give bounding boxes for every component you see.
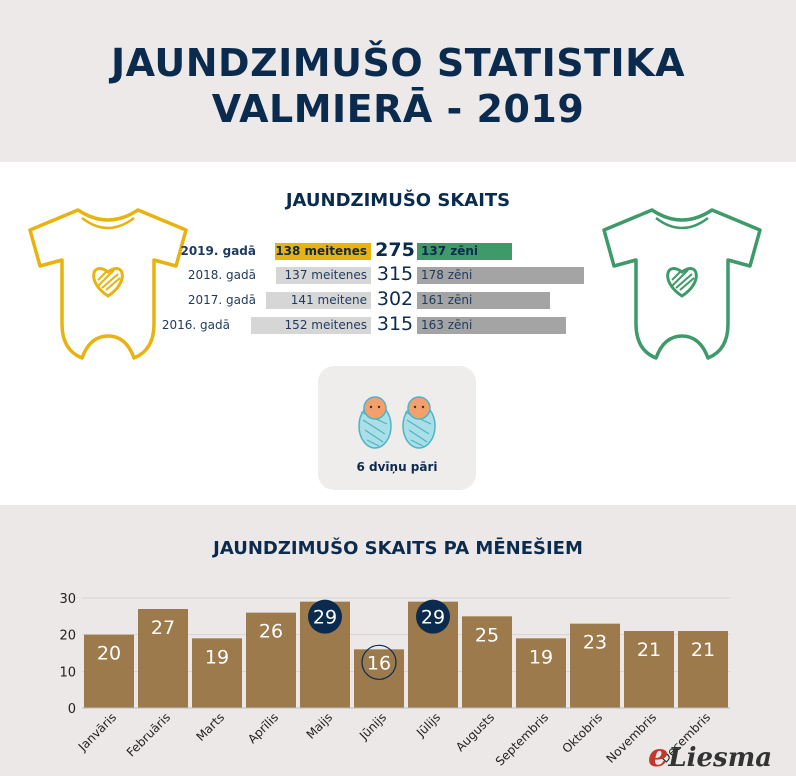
x-tick-label: Janvāris (75, 710, 119, 754)
bar (462, 616, 512, 708)
data-label: 16 (367, 652, 391, 674)
girls-onesie-icon (28, 208, 188, 360)
monthly-title: JAUNDZIMUŠO SKAITS PA MĒNEŠIEM (213, 538, 583, 559)
boys-onesie-icon (602, 208, 762, 360)
total-value: 315 (376, 263, 414, 285)
min-marker (361, 644, 397, 680)
title-line-1: JAUNDZIMUŠO STATISTIKA (111, 41, 685, 85)
data-label: 29 (421, 607, 445, 629)
boys-bar: 137 zēni (417, 243, 512, 260)
girls-bar: 141 meitene (266, 292, 371, 309)
births-row-2019: 2019. gadā 138 meitenes 275 137 zēni (0, 239, 796, 262)
x-tick-label: Marts (193, 710, 227, 744)
bar (138, 609, 188, 708)
boys-bar: 161 zēni (417, 292, 550, 309)
liesma-logo: eLiesma (648, 736, 773, 774)
twins-card: 6 dvīņu pāri (318, 366, 476, 490)
data-label: 25 (475, 624, 499, 646)
x-tick-label: Maijs (304, 710, 336, 742)
girls-bar: 137 meitenes (276, 267, 371, 284)
births-title: JAUNDZIMUŠO SKAITS (285, 190, 511, 211)
data-label: 19 (205, 646, 229, 668)
year-label: 2017. gadā (187, 293, 256, 307)
bar (246, 612, 296, 708)
bar (570, 623, 620, 708)
data-label: 19 (529, 646, 553, 668)
bar (624, 631, 674, 708)
x-tick-label: Oktobris (559, 710, 605, 756)
page-title: JAUNDZIMUŠO STATISTIKA VALMIERĀ - 2019 (0, 40, 796, 132)
data-label: 29 (313, 607, 337, 629)
girls-bar: 152 meitenes (251, 317, 371, 334)
max-marker (416, 599, 450, 634)
bar (84, 634, 134, 708)
y-tick-label: 10 (59, 665, 76, 680)
girls-bar: 138 meitenes (275, 243, 371, 260)
total-value: 315 (376, 313, 414, 335)
births-row-2018: 2018. gadā 137 meitenes 315 178 zēni (0, 263, 796, 286)
x-tick-label: Septembris (493, 710, 551, 768)
total-value: 302 (376, 288, 414, 310)
x-tick-label: Augusts (453, 710, 497, 754)
twin-babies-icon (358, 396, 436, 449)
bar (678, 631, 728, 708)
y-tick-label: 20 (59, 629, 76, 644)
total-value: 275 (375, 239, 415, 261)
year-label: 2018. gadā (187, 268, 256, 282)
twins-label: 6 dvīņu pāri (356, 460, 438, 474)
births-row-2016: 2016. gadā 152 meitenes 315 163 zēni (0, 313, 796, 336)
data-label: 23 (583, 632, 607, 654)
year-label: 2019. gadā (180, 244, 256, 258)
x-tick-label: Februāris (124, 710, 173, 759)
title-line-2: VALMIERĀ - 2019 (211, 87, 585, 131)
x-tick-label: Aprīlis (245, 710, 281, 746)
header: JAUNDZIMUŠO STATISTIKA VALMIERĀ - 2019 (0, 0, 796, 162)
boys-bar: 163 zēni (417, 317, 566, 334)
year-label: 2016. gadā (161, 318, 230, 332)
bar (516, 638, 566, 708)
x-tick-label: Jūlijs (413, 710, 443, 740)
data-label: 20 (97, 643, 121, 665)
data-label: 27 (151, 617, 175, 639)
y-tick-label: 0 (68, 702, 76, 717)
boys-bar: 178 zēni (417, 267, 584, 284)
data-label: 21 (691, 639, 715, 661)
monthly-chart: 0 10 20 30 20 Janvāris 27 Februāris 19 Marts 26 Apr… (59, 592, 730, 769)
x-tick-label: Jūnijs (356, 710, 389, 743)
bar (192, 638, 242, 708)
data-label: 26 (259, 621, 283, 643)
max-marker (308, 599, 342, 634)
data-label: 21 (637, 639, 661, 661)
births-row-2017: 2017. gadā 141 meitene 302 161 zēni (0, 288, 796, 311)
y-tick-label: 30 (59, 592, 76, 607)
